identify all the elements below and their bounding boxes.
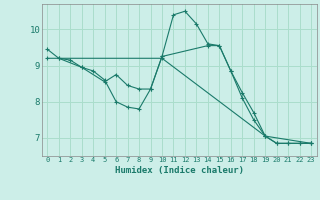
X-axis label: Humidex (Indice chaleur): Humidex (Indice chaleur): [115, 166, 244, 175]
